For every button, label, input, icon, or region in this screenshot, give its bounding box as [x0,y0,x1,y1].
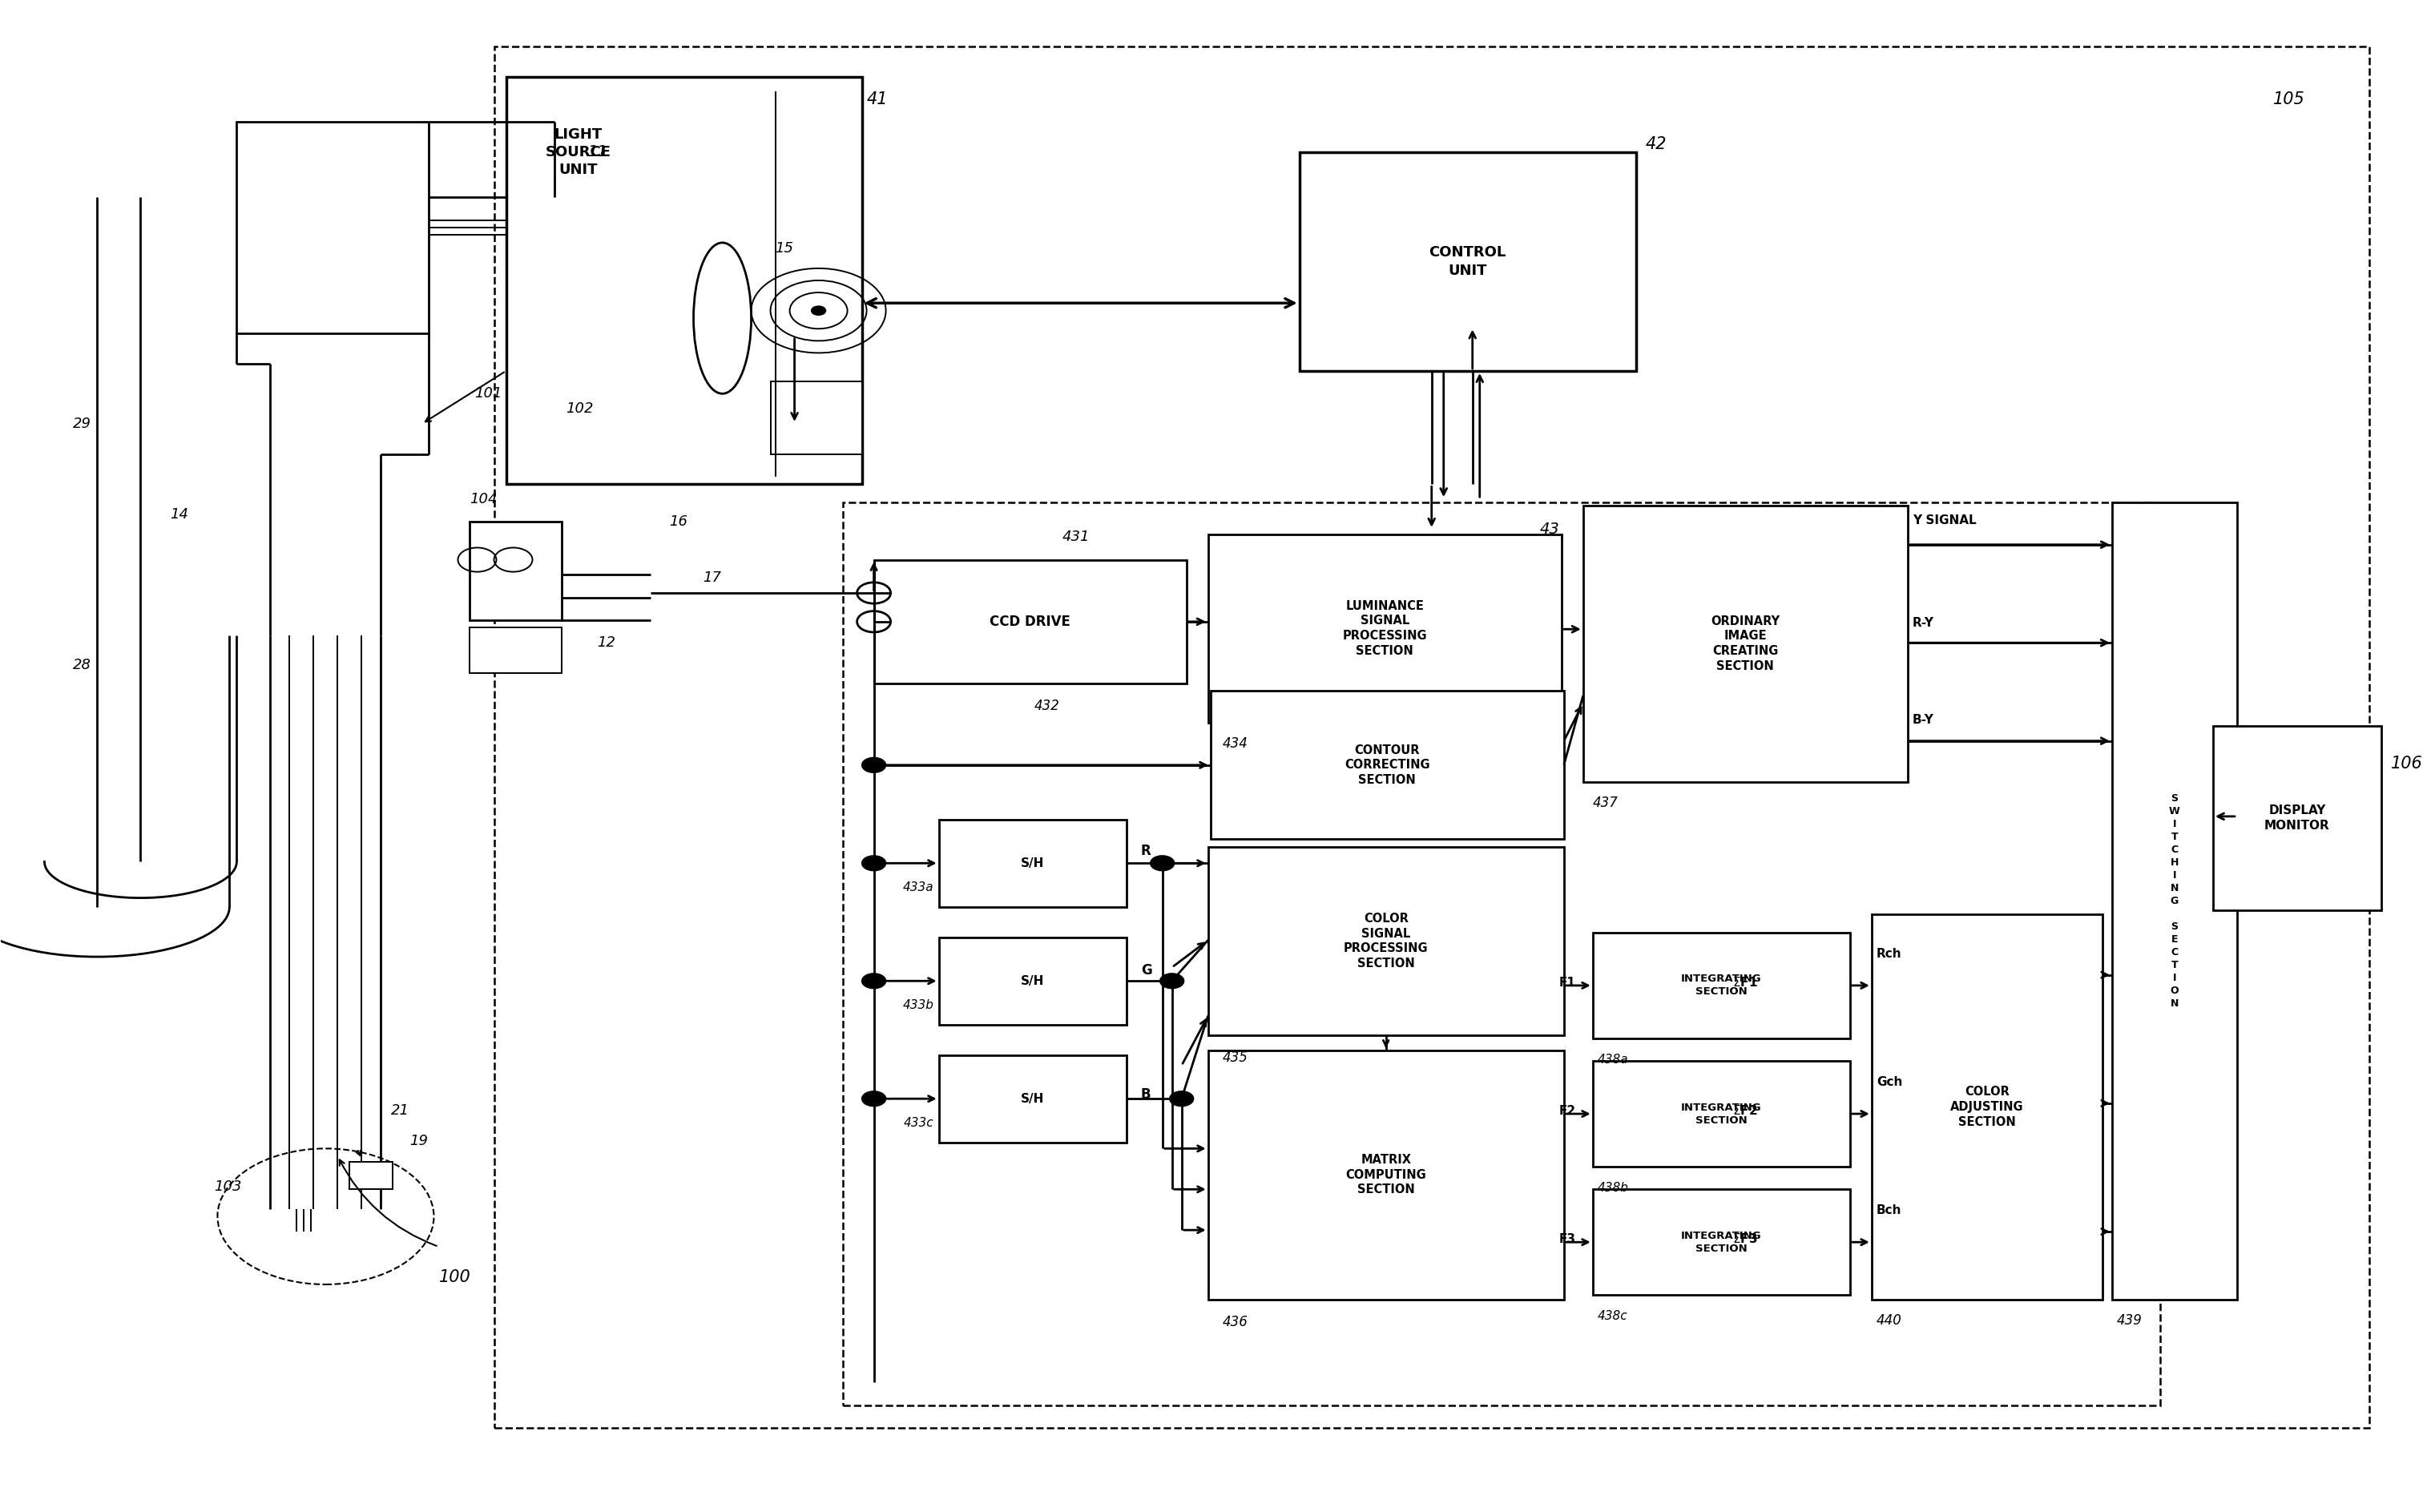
Text: CONTOUR
CORRECTING
SECTION: CONTOUR CORRECTING SECTION [1345,744,1430,786]
Circle shape [1170,1092,1194,1107]
Text: 104: 104 [471,491,498,507]
Text: Rch: Rch [1876,948,1903,960]
Text: $\Sigma$F2: $\Sigma$F2 [1733,1104,1757,1117]
Text: 431: 431 [1063,529,1090,544]
FancyBboxPatch shape [505,77,862,484]
Text: S/H: S/H [1022,975,1044,987]
Text: 15: 15 [774,242,794,256]
Text: 105: 105 [2274,91,2306,107]
FancyBboxPatch shape [1592,1061,1849,1167]
Circle shape [862,856,886,871]
Text: F1: F1 [1558,977,1575,989]
Text: 28: 28 [73,658,92,673]
Text: 433b: 433b [903,999,934,1012]
Text: INTEGRATING
SECTION: INTEGRATING SECTION [1682,1231,1762,1253]
FancyBboxPatch shape [238,122,430,333]
FancyBboxPatch shape [1592,933,1849,1039]
Text: 438b: 438b [1597,1182,1629,1194]
Text: 43: 43 [1539,522,1561,537]
Text: 440: 440 [1876,1314,1903,1328]
Text: 434: 434 [1223,736,1247,751]
Text: 102: 102 [565,402,595,416]
Text: 435: 435 [1223,1051,1247,1064]
Circle shape [1150,856,1175,871]
Text: 21: 21 [391,1104,410,1117]
Text: CCD DRIVE: CCD DRIVE [990,614,1070,629]
Text: G: G [1141,963,1153,978]
Text: 103: 103 [214,1179,243,1193]
Text: $\Sigma$F1: $\Sigma$F1 [1733,977,1757,989]
FancyBboxPatch shape [471,522,561,620]
FancyBboxPatch shape [471,627,561,673]
Text: ORDINARY
IMAGE
CREATING
SECTION: ORDINARY IMAGE CREATING SECTION [1711,615,1779,671]
Text: 106: 106 [2391,756,2422,771]
Text: B: B [1141,1087,1150,1101]
Text: 436: 436 [1223,1315,1247,1329]
Text: 433c: 433c [903,1117,934,1129]
Text: F2: F2 [1558,1105,1575,1117]
FancyBboxPatch shape [1871,915,2102,1299]
FancyBboxPatch shape [1582,505,1908,782]
Text: 438a: 438a [1597,1054,1629,1066]
Circle shape [862,758,886,773]
Text: 16: 16 [670,514,687,529]
Text: COLOR
SIGNAL
PROCESSING
SECTION: COLOR SIGNAL PROCESSING SECTION [1345,913,1427,969]
Text: $\Sigma$F3: $\Sigma$F3 [1733,1232,1757,1246]
FancyBboxPatch shape [769,381,862,454]
Text: S/H: S/H [1022,857,1044,869]
FancyBboxPatch shape [2111,502,2238,1299]
Text: 14: 14 [170,507,189,522]
Text: COLOR
ADJUSTING
SECTION: COLOR ADJUSTING SECTION [1951,1086,2024,1128]
FancyBboxPatch shape [939,820,1126,907]
Text: Y SIGNAL: Y SIGNAL [1912,514,1976,526]
Text: LUMINANCE
SIGNAL
PROCESSING
SECTION: LUMINANCE SIGNAL PROCESSING SECTION [1342,600,1427,656]
Text: 433a: 433a [903,881,934,894]
Text: R-Y: R-Y [1912,617,1934,629]
Text: Bch: Bch [1876,1205,1903,1217]
Text: 42: 42 [1646,136,1667,153]
Text: DISPLAY
MONITOR: DISPLAY MONITOR [2264,804,2330,832]
Text: INTEGRATING
SECTION: INTEGRATING SECTION [1682,974,1762,996]
FancyBboxPatch shape [1209,1051,1563,1299]
Text: F3: F3 [1558,1234,1575,1246]
FancyBboxPatch shape [1209,534,1561,723]
Text: 17: 17 [704,570,721,585]
Text: R: R [1141,844,1150,859]
Text: 11: 11 [587,145,607,160]
FancyBboxPatch shape [939,937,1126,1025]
FancyBboxPatch shape [1211,691,1563,839]
Text: 101: 101 [476,387,502,401]
FancyBboxPatch shape [939,1055,1126,1143]
Text: 432: 432 [1034,699,1061,714]
Text: Gch: Gch [1876,1077,1903,1089]
Text: 439: 439 [2116,1314,2143,1328]
Circle shape [862,1092,886,1107]
Circle shape [811,305,825,314]
Circle shape [1160,974,1184,989]
Text: 100: 100 [439,1269,471,1285]
Text: 41: 41 [866,91,888,107]
FancyBboxPatch shape [2213,726,2381,910]
Text: CONTROL
UNIT: CONTROL UNIT [1430,245,1507,278]
Text: 12: 12 [597,635,616,650]
FancyBboxPatch shape [874,559,1187,683]
Text: LIGHT
SOURCE
UNIT: LIGHT SOURCE UNIT [546,127,612,177]
Circle shape [862,974,886,989]
Text: S/H: S/H [1022,1093,1044,1105]
FancyBboxPatch shape [1592,1190,1849,1294]
Text: MATRIX
COMPUTING
SECTION: MATRIX COMPUTING SECTION [1345,1154,1427,1196]
Text: INTEGRATING
SECTION: INTEGRATING SECTION [1682,1102,1762,1125]
Text: 438c: 438c [1597,1309,1629,1321]
Text: 19: 19 [410,1134,427,1148]
Text: 29: 29 [73,417,92,431]
Text: B-Y: B-Y [1912,714,1934,726]
Text: 437: 437 [1592,795,1619,810]
Text: S
W
I
T
C
H
I
N
G
 
S
E
C
T
I
O
N: S W I T C H I N G S E C T I O N [2170,794,2179,1009]
FancyBboxPatch shape [1209,847,1563,1036]
FancyBboxPatch shape [1298,153,1636,370]
FancyBboxPatch shape [349,1163,393,1190]
